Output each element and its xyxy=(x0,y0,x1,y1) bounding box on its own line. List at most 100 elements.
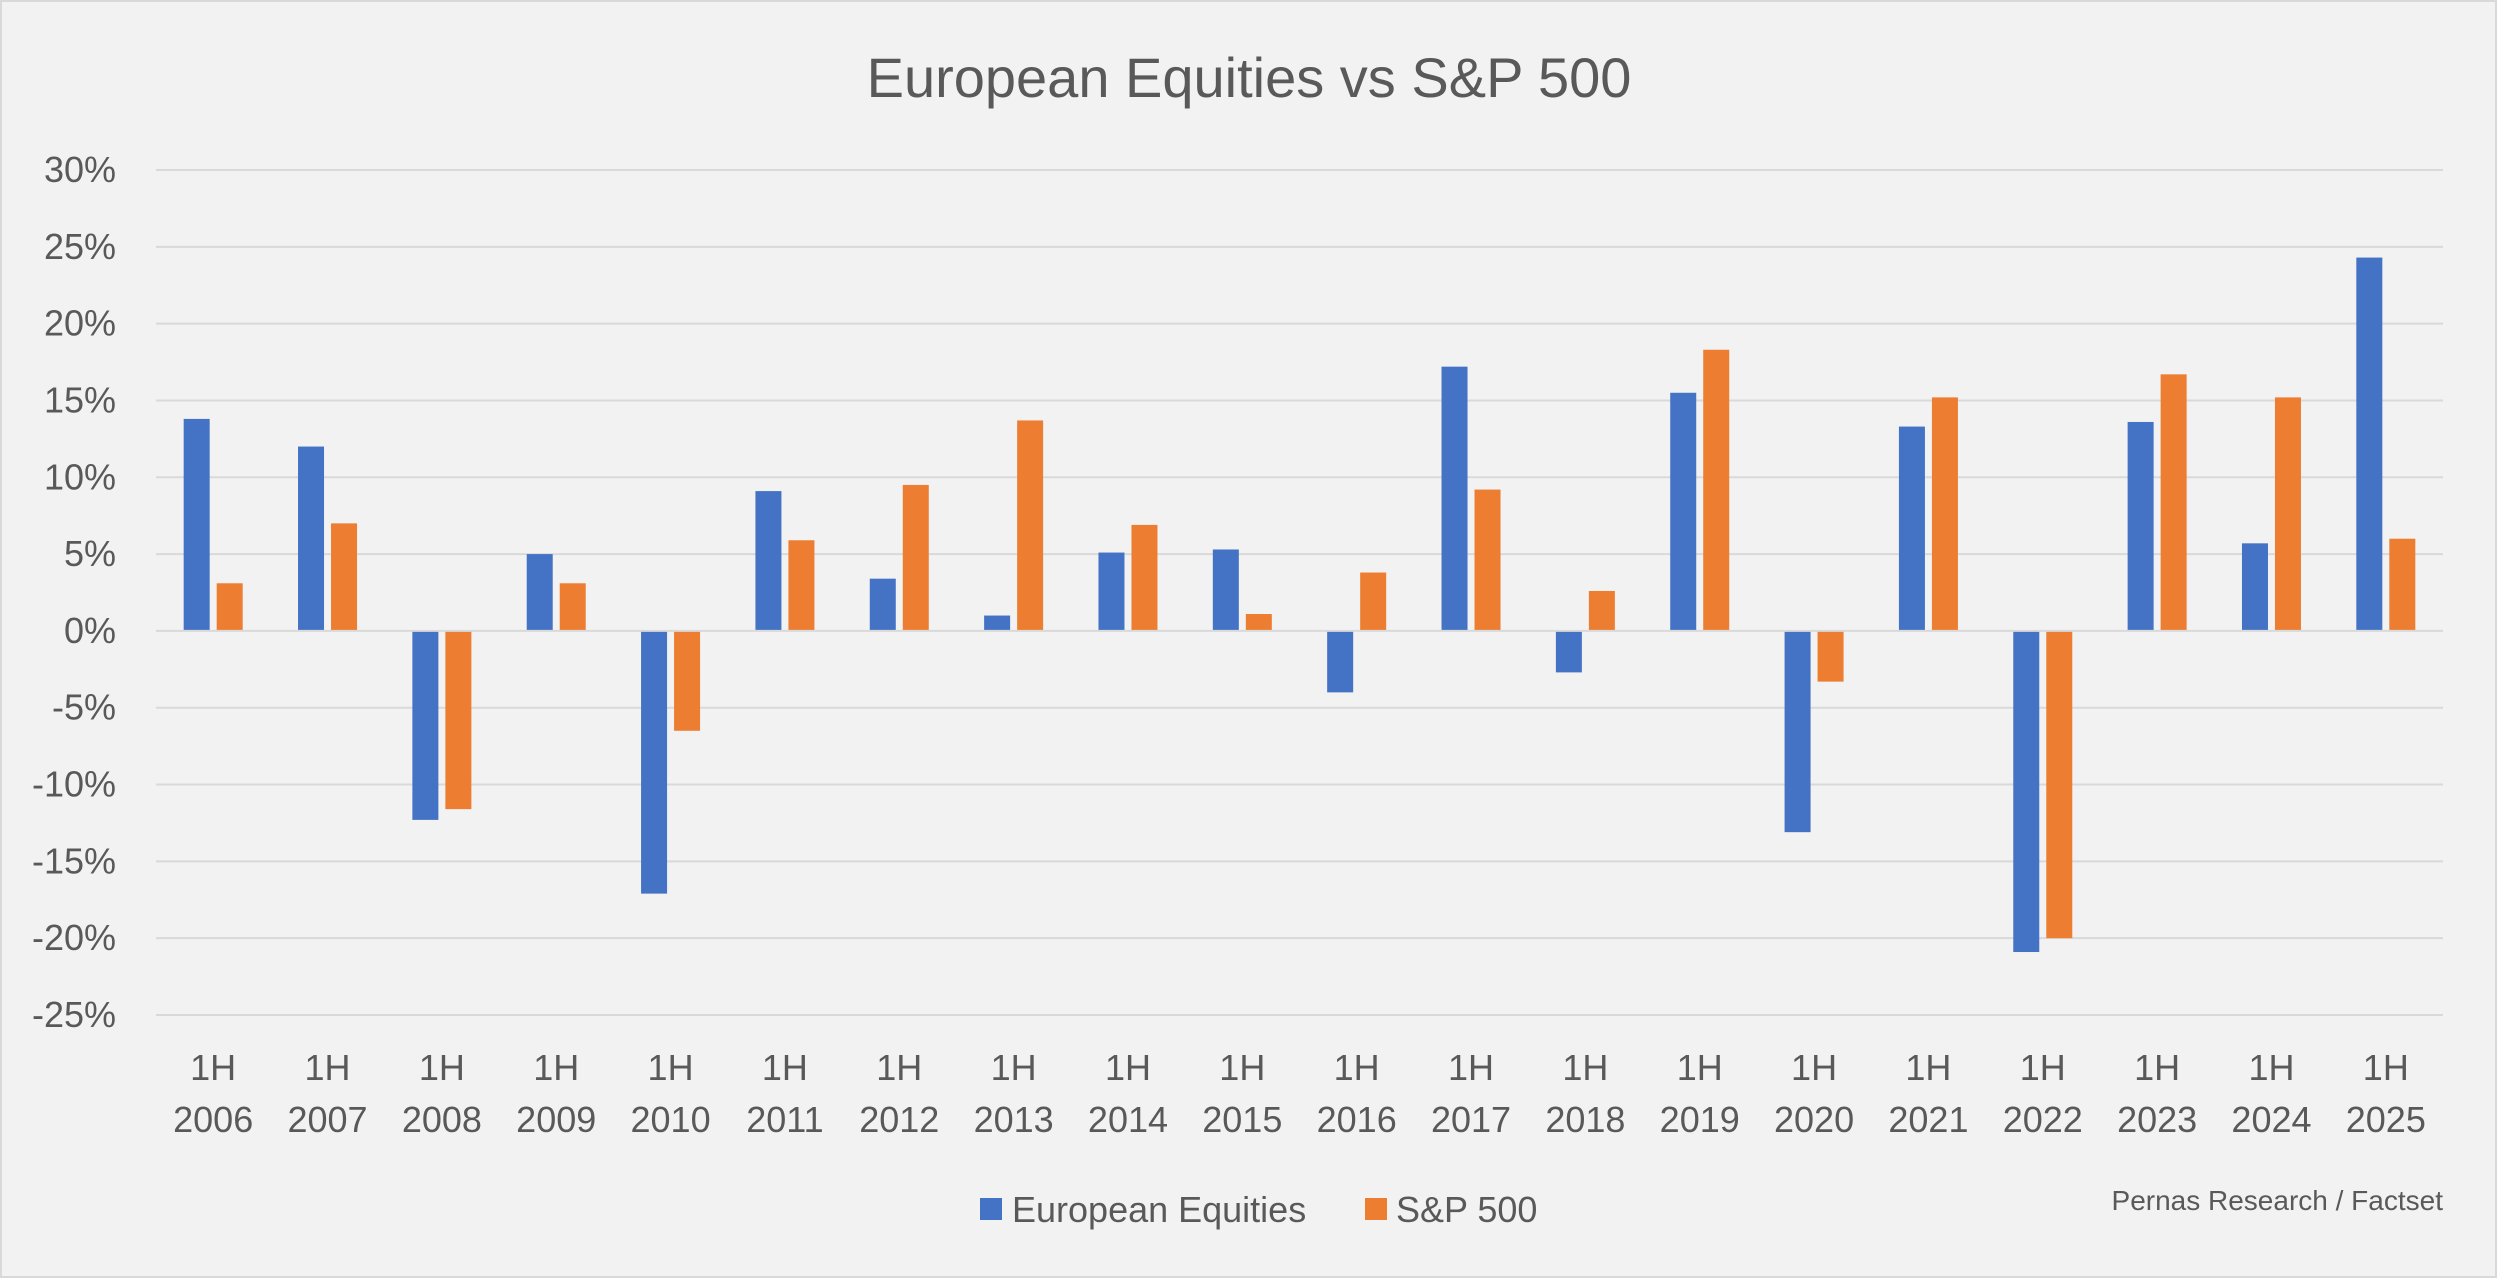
bar-sp500-2012 xyxy=(902,484,929,631)
bar-sp500-2015 xyxy=(1245,614,1272,631)
bar-sp500-2018 xyxy=(1588,590,1615,631)
x-tick-label-year: 2014 xyxy=(1088,1099,1168,1140)
x-tick-label-half: 1H xyxy=(648,1047,694,1088)
x-tick-label-year: 2021 xyxy=(1888,1099,1968,1140)
bar-european-equities-2022 xyxy=(2013,630,2040,953)
x-tick-label-half: 1H xyxy=(762,1047,808,1088)
x-tick-label-half: 1H xyxy=(1219,1047,1265,1088)
bar-sp500-2016 xyxy=(1360,572,1387,631)
x-tick-label-year: 2020 xyxy=(1774,1099,1854,1140)
bar-european-equities-2024 xyxy=(2241,543,2268,631)
x-tick-label-year: 2018 xyxy=(1545,1099,1625,1140)
x-tick-label-half: 1H xyxy=(190,1047,236,1088)
x-tick-label-half: 1H xyxy=(1562,1047,1608,1088)
bar-sp500-2014 xyxy=(1131,524,1158,631)
bar-sp500-2020 xyxy=(1817,630,1844,682)
y-tick-label: 0% xyxy=(64,610,116,651)
bar-sp500-2007 xyxy=(331,523,358,631)
x-tick-label-year: 2024 xyxy=(2231,1099,2311,1140)
bar-european-equities-2013 xyxy=(984,615,1011,631)
y-axis-tick-labels: 30% 25% 20% 15% 10% 5% 0% -5% -10% -15% -20% -25% xyxy=(32,149,116,1035)
bar-sp500-2006 xyxy=(216,583,243,631)
x-tick-label-year: 2012 xyxy=(859,1099,939,1140)
x-tick-label-half: 1H xyxy=(2134,1047,2180,1088)
bar-european-equities-2009 xyxy=(526,554,553,631)
bar-european-equities-2021 xyxy=(1898,426,1925,631)
legend-swatch-european-equities xyxy=(980,1198,1002,1220)
bar-sp500-2019 xyxy=(1703,349,1730,631)
y-tick-label: -20% xyxy=(32,917,116,958)
bar-european-equities-2007 xyxy=(298,446,325,631)
x-tick-label-year: 2006 xyxy=(173,1099,253,1140)
bar-european-equities-2008 xyxy=(412,630,439,820)
x-tick-label-half: 1H xyxy=(1791,1047,1837,1088)
x-axis-tick-labels: 1H 2006 1H 2007 1H 2008 1H 2009 1H 2010 1H 2011 1H 20… xyxy=(173,1047,2426,1140)
x-tick-label-half: 1H xyxy=(2020,1047,2066,1088)
bar-sp500-2025 xyxy=(2389,538,2416,631)
bar-sp500-2022 xyxy=(2046,630,2073,939)
y-tick-label: 20% xyxy=(44,303,116,344)
legend-swatch-sp500 xyxy=(1365,1198,1387,1220)
x-tick-label-half: 1H xyxy=(1905,1047,1951,1088)
x-tick-label-half: 1H xyxy=(419,1047,465,1088)
y-tick-label: 15% xyxy=(44,379,116,420)
x-tick-label-year: 2008 xyxy=(402,1099,482,1140)
x-tick-label-half: 1H xyxy=(1105,1047,1151,1088)
x-tick-label-year: 2025 xyxy=(2346,1099,2426,1140)
gridlines xyxy=(156,169,2443,1016)
x-tick-label-year: 2022 xyxy=(2003,1099,2083,1140)
x-tick-label-half: 1H xyxy=(305,1047,351,1088)
bar-european-equities-2017 xyxy=(1441,366,1468,631)
x-tick-label-half: 1H xyxy=(991,1047,1037,1088)
y-tick-label: -10% xyxy=(32,764,116,805)
bar-european-equities-2023 xyxy=(2127,421,2154,631)
x-tick-label-half: 1H xyxy=(1334,1047,1380,1088)
y-tick-label: -15% xyxy=(32,840,116,881)
x-tick-label-year: 2017 xyxy=(1431,1099,1511,1140)
x-tick-label-year: 2011 xyxy=(746,1099,823,1140)
y-tick-label: -25% xyxy=(32,994,116,1035)
bar-european-equities-2012 xyxy=(869,578,896,631)
y-tick-label: 25% xyxy=(44,226,116,267)
source-note: Pernas Research / Factset xyxy=(2112,1185,2444,1216)
x-tick-label-year: 2015 xyxy=(1202,1099,1282,1140)
chart-title: European Equities vs S&P 500 xyxy=(867,46,1632,109)
bar-european-equities-2016 xyxy=(1327,630,1354,693)
y-tick-label: 10% xyxy=(44,456,116,497)
bar-sp500-2024 xyxy=(2274,397,2301,631)
bar-european-equities-2010 xyxy=(641,630,668,894)
bars xyxy=(183,257,2416,953)
x-tick-label-half: 1H xyxy=(2363,1047,2409,1088)
bar-european-equities-2006 xyxy=(183,418,210,631)
bar-sp500-2017 xyxy=(1474,489,1501,631)
y-tick-label: 30% xyxy=(44,149,116,190)
legend-label-sp500: S&P 500 xyxy=(1396,1189,1537,1230)
bar-sp500-2013 xyxy=(1017,420,1044,631)
bar-european-equities-2020 xyxy=(1784,630,1811,833)
x-tick-label-year: 2007 xyxy=(287,1099,367,1140)
bar-sp500-2011 xyxy=(788,540,815,631)
bar-european-equities-2018 xyxy=(1555,630,1582,673)
bar-sp500-2021 xyxy=(1931,397,1958,631)
x-tick-label-half: 1H xyxy=(1448,1047,1494,1088)
x-tick-label-half: 1H xyxy=(1677,1047,1723,1088)
x-tick-label-half: 1H xyxy=(876,1047,922,1088)
legend: European Equities S&P 500 xyxy=(980,1189,1537,1230)
bar-sp500-2010 xyxy=(674,630,701,731)
bar-european-equities-2015 xyxy=(1212,549,1239,631)
bar-european-equities-2019 xyxy=(1670,392,1697,631)
x-tick-label-year: 2009 xyxy=(516,1099,596,1140)
bar-sp500-2009 xyxy=(559,583,586,631)
bar-sp500-2023 xyxy=(2160,374,2187,631)
bar-sp500-2008 xyxy=(445,630,472,810)
x-tick-label-year: 2016 xyxy=(1317,1099,1397,1140)
y-tick-label: 5% xyxy=(64,533,116,574)
x-tick-label-year: 2023 xyxy=(2117,1099,2197,1140)
x-tick-label-year: 2013 xyxy=(974,1099,1054,1140)
y-tick-label: -5% xyxy=(52,687,116,728)
x-tick-label-half: 1H xyxy=(2248,1047,2294,1088)
x-tick-label-year: 2019 xyxy=(1660,1099,1740,1140)
bar-european-equities-2014 xyxy=(1098,552,1125,631)
